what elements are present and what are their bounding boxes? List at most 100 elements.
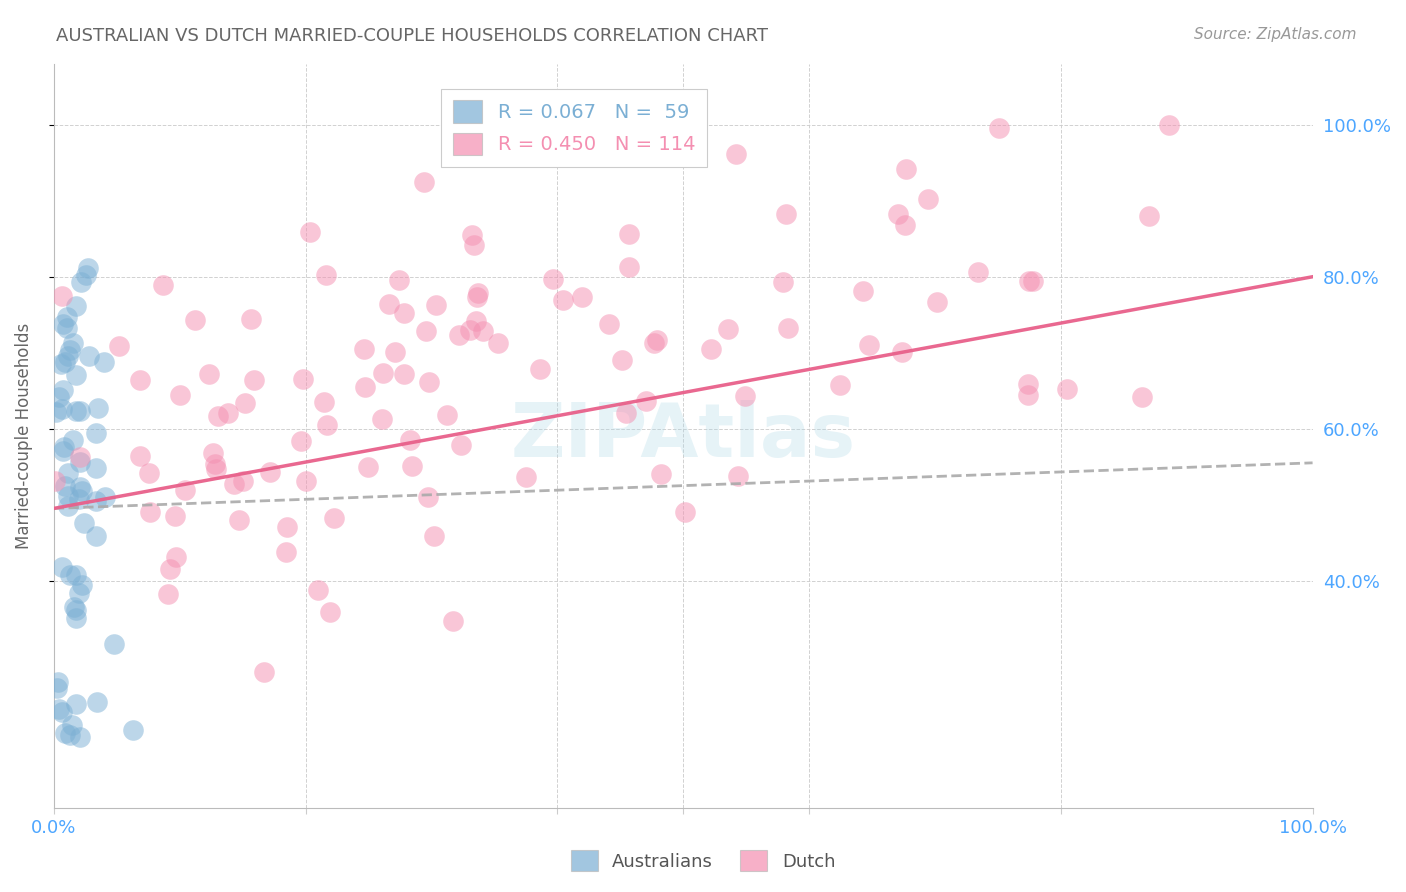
Point (253, 665, 276, 679)
Point (138, 506, 160, 520)
Point (86, 401, 108, 415)
Point (394, 367, 416, 381)
Point (416, 491, 439, 505)
Point (59, 568, 82, 582)
Point (56, 466, 79, 480)
Point (1017, 388, 1039, 402)
Text: Source: ZipAtlas.com: Source: ZipAtlas.com (1194, 27, 1357, 42)
Point (222, 477, 245, 491)
Point (173, 483, 195, 497)
Point (315, 268, 337, 282)
Point (699, 342, 721, 356)
Point (1022, 274, 1045, 288)
Point (778, 320, 800, 334)
Point (610, 352, 633, 367)
Point (184, 313, 207, 327)
Point (67, 585, 90, 599)
Point (464, 314, 486, 328)
Point (371, 366, 394, 380)
Point (84, 529, 107, 543)
Point (69, 731, 91, 745)
Point (775, 207, 797, 221)
Point (56, 350, 79, 364)
Point (70, 578, 93, 592)
Point (60, 717, 83, 731)
Text: ZIPAtlas: ZIPAtlas (510, 400, 856, 473)
Point (927, 294, 949, 309)
Point (52, 444, 75, 458)
Point (73, 516, 96, 531)
Point (858, 337, 880, 351)
Point (384, 344, 406, 359)
Point (436, 408, 458, 422)
Point (422, 529, 444, 543)
Point (541, 272, 564, 286)
Point (169, 388, 191, 402)
Point (163, 508, 186, 523)
Point (401, 458, 423, 473)
Point (56, 310, 79, 325)
Point (460, 323, 482, 337)
Point (45, 405, 67, 419)
Point (418, 375, 440, 389)
Point (388, 273, 411, 287)
Point (650, 467, 672, 481)
Point (378, 296, 401, 310)
Point (647, 333, 669, 347)
Point (52, 317, 75, 331)
Point (551, 293, 574, 308)
Y-axis label: Married-couple Households: Married-couple Households (15, 323, 32, 549)
Point (488, 336, 510, 351)
Point (299, 225, 322, 239)
Point (65, 567, 87, 582)
Point (515, 470, 537, 484)
Point (399, 433, 422, 447)
Point (636, 393, 658, 408)
Point (614, 406, 637, 420)
Point (62, 336, 84, 351)
Point (122, 723, 145, 738)
Point (93, 490, 115, 504)
Point (917, 192, 939, 206)
Point (84, 426, 107, 441)
Point (967, 265, 990, 279)
Point (59, 343, 82, 357)
Point (51, 705, 73, 719)
Point (472, 324, 495, 338)
Point (467, 285, 489, 300)
Point (228, 513, 250, 527)
Point (294, 474, 316, 488)
Point (207, 409, 229, 423)
Point (65, 603, 87, 617)
Point (242, 373, 264, 387)
Point (259, 465, 281, 479)
Point (65, 368, 87, 383)
Point (75, 268, 97, 283)
Point (461, 228, 484, 243)
Point (52, 383, 75, 397)
Point (69, 275, 91, 289)
Point (617, 260, 640, 275)
Point (103, 637, 125, 651)
Point (891, 344, 914, 359)
Point (852, 284, 875, 298)
Point (291, 372, 314, 386)
Point (159, 562, 181, 576)
Point (69, 480, 91, 494)
Point (48, 390, 70, 404)
Point (323, 510, 346, 524)
Legend: Australians, Dutch: Australians, Dutch (564, 843, 842, 879)
Point (450, 438, 472, 452)
Point (44, 474, 66, 488)
Point (93, 355, 115, 369)
Point (77, 349, 100, 363)
Point (51, 401, 73, 416)
Point (465, 289, 488, 303)
Point (643, 335, 665, 350)
Point (67, 491, 90, 506)
Point (307, 583, 329, 598)
Point (48, 701, 70, 715)
Point (51, 560, 73, 574)
Point (571, 290, 593, 304)
Point (69, 450, 91, 465)
